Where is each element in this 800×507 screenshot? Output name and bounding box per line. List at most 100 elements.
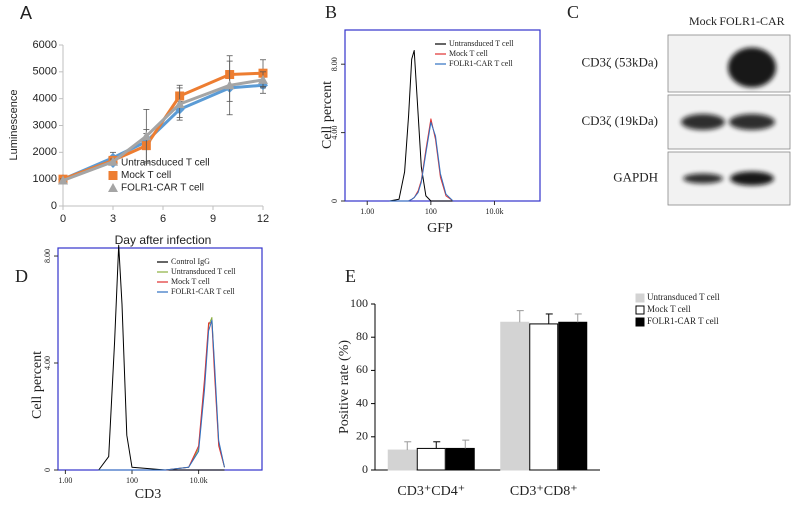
y-axis-label: Positive rate (%) xyxy=(337,340,352,434)
bar xyxy=(529,323,559,471)
row-label: GAPDH xyxy=(613,169,658,184)
legend-label: FOLR1-CAR T cell xyxy=(171,287,235,296)
legend-label: Mock T cell xyxy=(647,304,691,314)
x-tick-label: CD3⁺CD4⁺ xyxy=(397,484,465,499)
y-axis-label: Luminescence xyxy=(8,90,20,161)
y-tick-label: 0 xyxy=(330,199,339,203)
error-bar xyxy=(574,313,582,323)
y-tick-label: 60 xyxy=(356,362,368,376)
legend-swatch xyxy=(635,317,645,327)
panel: D 0 4.00 8.00 1.00 100 10.0k CD3 Cell percent Con… xyxy=(15,244,263,502)
y-axis-label: Cell percent xyxy=(320,81,335,149)
x-tick-label: 10.0k xyxy=(485,207,503,216)
x-tick-label: 12 xyxy=(257,213,269,225)
panel-letter: C xyxy=(567,2,579,22)
x-tick-label: 1.00 xyxy=(58,476,72,485)
panel-letter: A xyxy=(20,3,32,23)
bar xyxy=(387,449,417,471)
y-tick-label: 4.00 xyxy=(43,356,52,370)
y-tick-label: 5000 xyxy=(33,66,57,78)
bar xyxy=(500,321,530,471)
y-tick-label: 2000 xyxy=(33,146,57,158)
panel: C Mock FOLR1-CAR CD3ζ (53kDa) CD3ζ (19kDa) GA… xyxy=(567,2,791,206)
legend-label: Untransduced T cell xyxy=(171,267,236,276)
legend-label: Mock T cell xyxy=(449,49,489,58)
series-line xyxy=(389,121,454,202)
bar xyxy=(416,447,446,471)
y-tick-label: 4000 xyxy=(33,93,57,105)
blot-band xyxy=(681,114,725,130)
blot-band xyxy=(729,114,775,130)
x-tick-label: 9 xyxy=(210,213,216,225)
x-tick-label: 6 xyxy=(160,213,166,225)
error-bar xyxy=(545,313,553,324)
legend-label: FOLR1-CAR T cell xyxy=(121,183,204,194)
x-tick-label: 100 xyxy=(126,476,138,485)
legend-label: Untransduced T cell xyxy=(449,39,514,48)
y-tick-label: 20 xyxy=(356,429,368,443)
x-tick-label: 0 xyxy=(60,213,66,225)
blot-band xyxy=(730,171,774,186)
y-tick-label: 40 xyxy=(356,395,368,409)
series-line xyxy=(98,244,225,471)
legend-label: FOLR1-CAR T cell xyxy=(647,316,719,326)
panel-letter: B xyxy=(325,2,337,22)
y-tick-label: 4.00 xyxy=(330,126,339,140)
legend-label: Untransduced T cell xyxy=(121,158,210,169)
legend-swatch xyxy=(635,305,645,315)
x-axis-label: CD3 xyxy=(135,487,161,502)
series-line xyxy=(98,319,225,471)
legend-label: Mock T cell xyxy=(121,170,171,181)
series-line xyxy=(62,78,264,182)
legend-label: Untransduced T cell xyxy=(647,292,720,302)
panel: A 0 1000 2000 3000 4000 5000 6000 0 3 6 9 12 Day afte… xyxy=(8,3,269,247)
y-tick-label: 8.00 xyxy=(330,57,339,71)
legend-label: Control IgG xyxy=(171,257,210,266)
lane-label: Mock xyxy=(689,14,717,28)
legend-label: Mock T cell xyxy=(171,277,211,286)
error-bar xyxy=(516,310,524,323)
marker xyxy=(258,74,268,84)
legend-label: FOLR1-CAR T cell xyxy=(449,59,513,68)
legend-swatch xyxy=(635,293,645,303)
y-tick-label: 0 xyxy=(43,468,52,472)
row-label: CD3ζ (19kDa) xyxy=(581,113,658,128)
x-tick-label: 10.0k xyxy=(190,476,208,485)
panel-letter: D xyxy=(15,266,28,286)
marker xyxy=(174,99,185,109)
lane-label: FOLR1-CAR xyxy=(719,14,784,28)
x-tick-label: 1.00 xyxy=(360,207,374,216)
y-tick-label: 1000 xyxy=(33,173,57,185)
y-tick-label: 100 xyxy=(350,296,368,310)
y-axis-label: Cell percent xyxy=(30,351,45,419)
y-tick-label: 0 xyxy=(362,462,368,476)
series-line xyxy=(389,50,454,202)
marker xyxy=(224,80,235,90)
bar xyxy=(558,321,588,471)
y-tick-label: 6000 xyxy=(33,39,57,51)
marker xyxy=(58,175,68,185)
error-bar xyxy=(433,441,441,449)
x-tick-label: 100 xyxy=(425,207,437,216)
panel-letter: E xyxy=(345,266,356,286)
bar xyxy=(445,447,475,471)
marker xyxy=(108,171,118,180)
x-axis-label: GFP xyxy=(427,221,453,236)
marker xyxy=(108,183,118,192)
x-tick-label: 3 xyxy=(110,213,116,225)
marker xyxy=(141,131,152,141)
row-label: CD3ζ (53kDa) xyxy=(581,54,658,69)
y-tick-label: 8.00 xyxy=(43,249,52,263)
blot-band xyxy=(683,173,723,184)
panel: B 0 4.00 8.00 1.00 100 10.0k GFP Cell percent Unt… xyxy=(320,2,541,236)
blot-band xyxy=(728,47,776,88)
series-line xyxy=(62,83,264,181)
x-tick-label: CD3⁺CD8⁺ xyxy=(510,484,578,499)
x-axis-label: Day after infection xyxy=(115,233,212,247)
y-tick-label: 3000 xyxy=(33,119,57,131)
y-tick-label: 0 xyxy=(51,200,57,212)
y-tick-label: 80 xyxy=(356,329,368,343)
marker xyxy=(108,156,118,166)
